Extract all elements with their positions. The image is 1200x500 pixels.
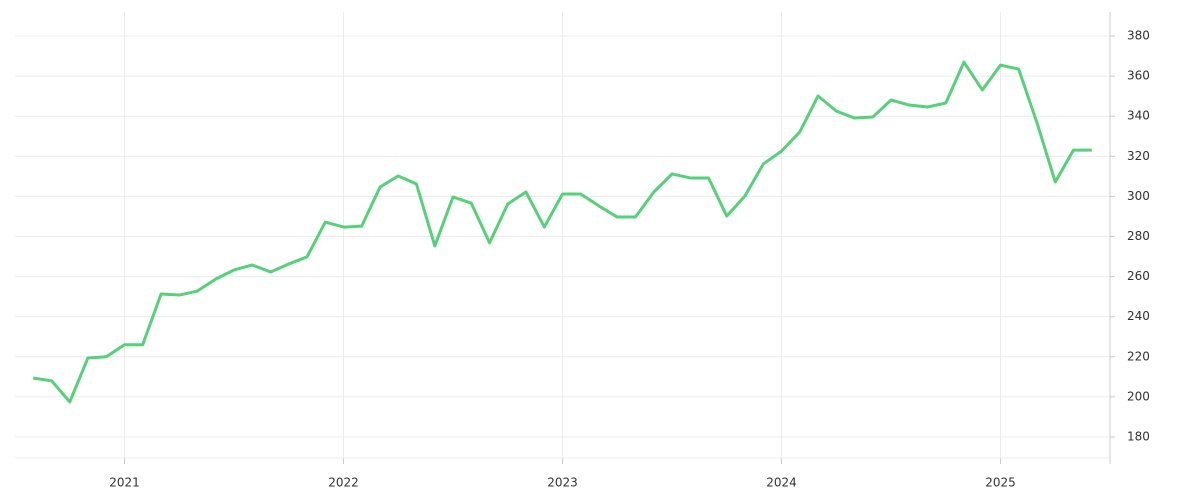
y-tick-label: 340	[1127, 109, 1150, 123]
y-tick-label: 280	[1127, 229, 1150, 243]
y-tick-label: 300	[1127, 189, 1150, 203]
y-tick-label: 200	[1127, 389, 1150, 403]
y-tick-label: 260	[1127, 269, 1150, 283]
y-tick-label: 240	[1127, 309, 1150, 323]
x-tick-label: 2025	[985, 476, 1016, 490]
y-tick-label: 180	[1127, 429, 1150, 443]
y-tick-label: 320	[1127, 149, 1150, 163]
data-line	[32, 60, 1092, 404]
y-tick-label: 220	[1127, 349, 1150, 363]
y-tick-label: 380	[1127, 29, 1150, 43]
x-tick-label: 2021	[109, 476, 140, 490]
x-tick-label: 2023	[547, 476, 578, 490]
x-tick-label: 2024	[766, 476, 797, 490]
y-tick-label: 360	[1127, 69, 1150, 83]
x-tick-label: 2022	[328, 476, 359, 490]
